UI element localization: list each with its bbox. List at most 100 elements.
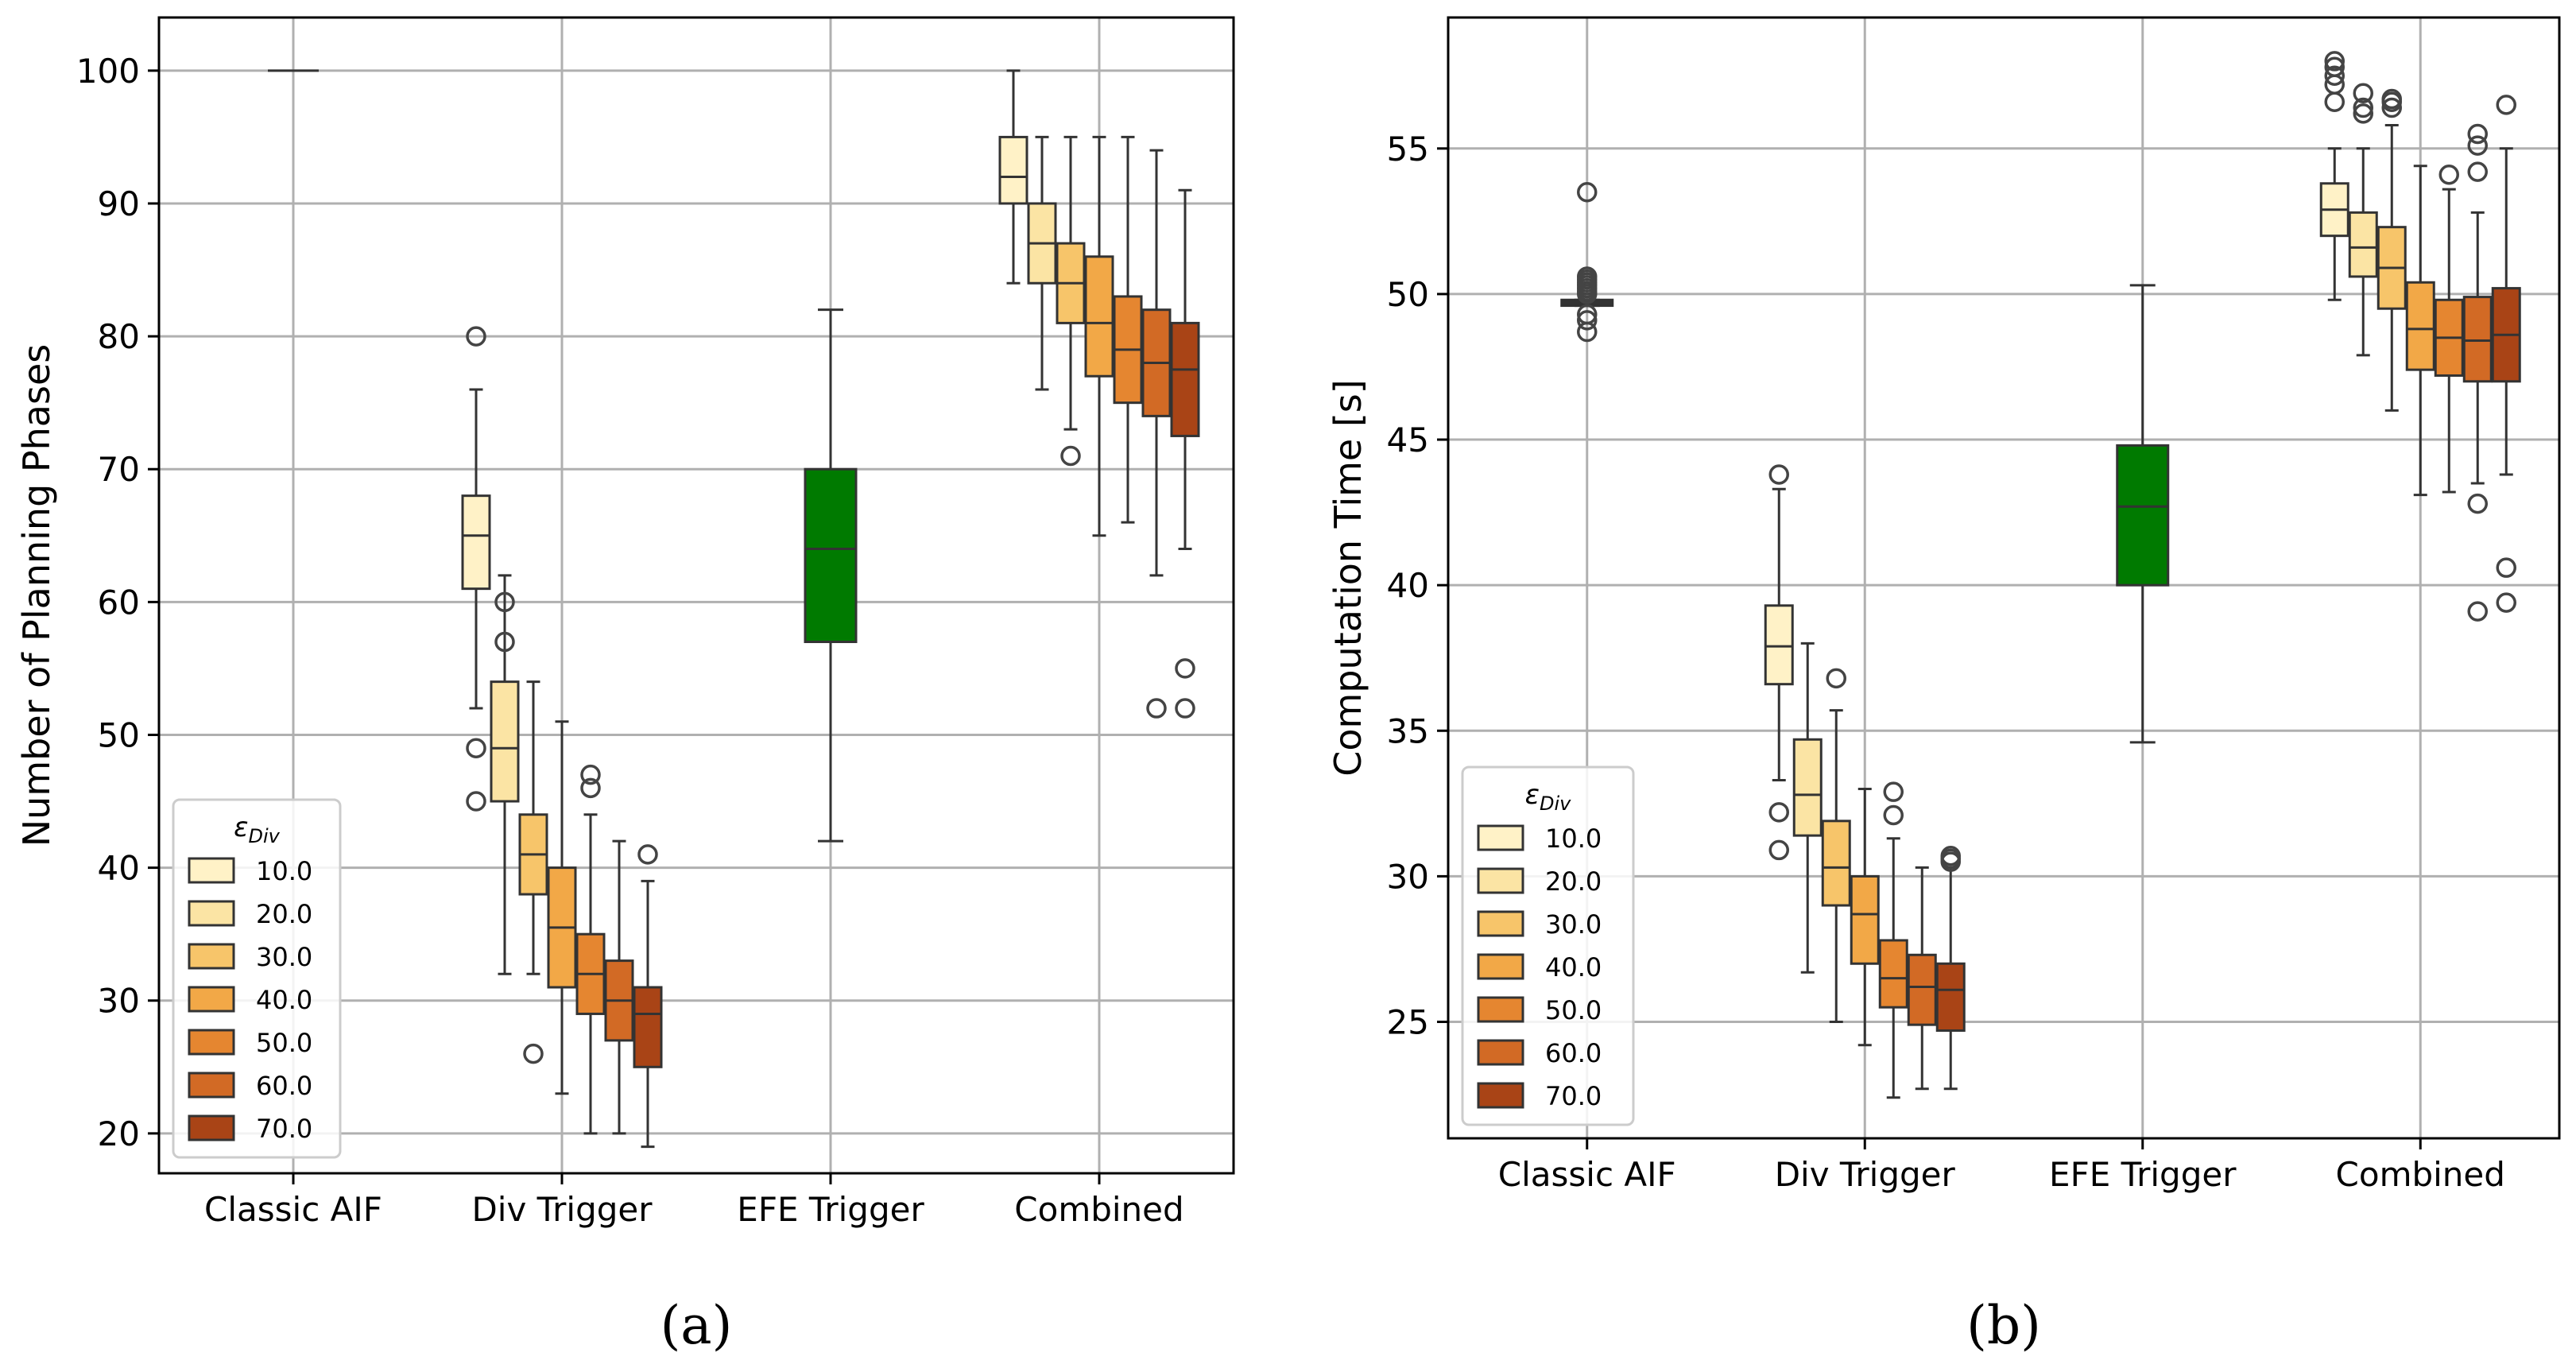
- box-body: [2462, 296, 2493, 383]
- x-tick-label: EFE Trigger: [2049, 1155, 2237, 1194]
- outlier-point: [2324, 91, 2345, 112]
- legend-swatch: [1477, 1082, 1524, 1109]
- box-combined-0: [998, 69, 1028, 285]
- x-tick-label: Combined: [1014, 1190, 1183, 1229]
- legend-swatch: [188, 986, 235, 1013]
- box-div-trigger-4: [575, 764, 606, 1135]
- panel-a-legend: εDiv 10.0 20.0 30.0 40.0 50.0 60.0 70.0: [172, 798, 342, 1159]
- y-tick-label: 50: [98, 715, 140, 754]
- panel-a: 20 30 40 50 60 70 80 90 100 Classic AIF Div Trigg…: [15, 16, 1235, 1356]
- box-div-trigger-0: [461, 326, 491, 812]
- outlier-point: [1768, 802, 1789, 823]
- legend-entry-label: 50.0: [256, 1028, 312, 1058]
- legend-swatch: [1477, 953, 1524, 980]
- outlier-point: [2381, 97, 2402, 118]
- panel-a-y-axis-label: Number of Planning Phases: [15, 344, 58, 847]
- legend-entry-label: 30.0: [1545, 909, 1602, 940]
- outlier-point: [494, 591, 515, 613]
- panel-b-boxes: [1560, 51, 2521, 1099]
- outlier-point: [466, 791, 486, 812]
- y-tick-label: 50: [1387, 275, 1429, 314]
- legend-swatch: [188, 1114, 235, 1141]
- box-combined-4: [1113, 135, 1143, 524]
- box-combined-6: [1170, 188, 1200, 719]
- panel-a-boxes: [268, 69, 1200, 1149]
- y-tick-label: 35: [1387, 711, 1429, 750]
- box-combined-3: [2405, 165, 2435, 497]
- outlier-point: [466, 738, 486, 758]
- box-body: [1084, 255, 1114, 378]
- outlier-point: [2496, 95, 2516, 115]
- box-body: [1170, 321, 1200, 437]
- outlier-point: [1883, 804, 1904, 826]
- box-div-trigger-2: [1821, 668, 1851, 1024]
- box-body: [1821, 820, 1851, 907]
- box-combined-5: [1141, 149, 1172, 719]
- box-body: [1792, 738, 1823, 837]
- legend-entry-label: 10.0: [1545, 824, 1602, 854]
- outlier-point: [637, 844, 658, 865]
- outlier-point: [2353, 83, 2373, 103]
- outlier-point: [2353, 97, 2373, 118]
- y-tick-label: 40: [98, 849, 140, 888]
- legend-swatch: [188, 1072, 235, 1099]
- outlier-point: [2324, 65, 2345, 86]
- legend-entry-label: 40.0: [1545, 952, 1602, 982]
- legend-swatch: [1477, 910, 1524, 937]
- panel-b-y-ticks: 25 30 35 40 45 50 55: [1387, 130, 1448, 1042]
- panel-a-frame: [157, 16, 1235, 1175]
- box-combined-1: [2348, 83, 2378, 357]
- legend-entry-label: 70.0: [1545, 1081, 1602, 1111]
- panel-b-y-axis-label: Computation Time [s]: [1327, 379, 1369, 776]
- outlier-point: [1826, 668, 1846, 689]
- x-tick-label: Combined: [2336, 1155, 2505, 1194]
- legend-frame: [172, 798, 342, 1159]
- legend-swatch: [1477, 824, 1524, 851]
- box-body: [2348, 211, 2378, 278]
- box-body: [2116, 444, 2170, 587]
- outlier-point: [1768, 839, 1789, 861]
- panel-b-frame: [1447, 16, 2561, 1140]
- y-tick-label: 55: [1387, 130, 1429, 169]
- legend-title: εDiv: [234, 812, 281, 847]
- outlier-point: [1175, 658, 1195, 679]
- outlier-point: [2467, 135, 2488, 156]
- y-tick-label: 60: [98, 583, 140, 622]
- legend-entry-label: 60.0: [256, 1071, 312, 1101]
- x-tick-label: Classic AIF: [1498, 1155, 1676, 1194]
- outlier-point: [2496, 557, 2516, 578]
- outlier-point: [1940, 851, 1961, 872]
- legend-swatch: [1477, 867, 1524, 894]
- legend-entry-label: 10.0: [256, 856, 312, 886]
- outlier-point: [494, 631, 515, 653]
- y-tick-label: 100: [76, 52, 140, 91]
- legend-entry-label: 70.0: [256, 1114, 312, 1144]
- outlier-point: [580, 764, 601, 785]
- outlier-point: [2467, 601, 2488, 622]
- outlier-point: [2496, 592, 2516, 613]
- legend-swatch: [188, 943, 235, 970]
- box-body: [461, 494, 491, 591]
- panel-b-x-ticks: Classic AIF Div Trigger EFE Trigger Combine…: [1498, 1138, 2505, 1194]
- legend-swatch: [1477, 1039, 1524, 1066]
- legend-frame: [1461, 765, 1635, 1126]
- outlier-point: [2467, 493, 2488, 514]
- outlier-point: [1577, 284, 1598, 304]
- y-tick-label: 45: [1387, 421, 1429, 459]
- box-div-trigger-0: [1764, 464, 1794, 861]
- outlier-point: [2438, 165, 2459, 185]
- panel-a-x-ticks: Classic AIF Div Trigger EFE Trigger Combine…: [204, 1173, 1184, 1229]
- box-combined-2: [2377, 88, 2407, 412]
- outlier-point: [466, 326, 486, 347]
- legend-entry-label: 20.0: [256, 899, 312, 929]
- box-body: [633, 986, 663, 1068]
- legend-entry-label: 20.0: [1545, 866, 1602, 897]
- box-body: [490, 680, 520, 803]
- box-combined-4: [2434, 165, 2464, 494]
- box-div-trigger-5: [604, 839, 634, 1135]
- outlier-point: [2467, 161, 2488, 182]
- box-body: [998, 135, 1028, 205]
- box-div-trigger-6: [633, 844, 663, 1149]
